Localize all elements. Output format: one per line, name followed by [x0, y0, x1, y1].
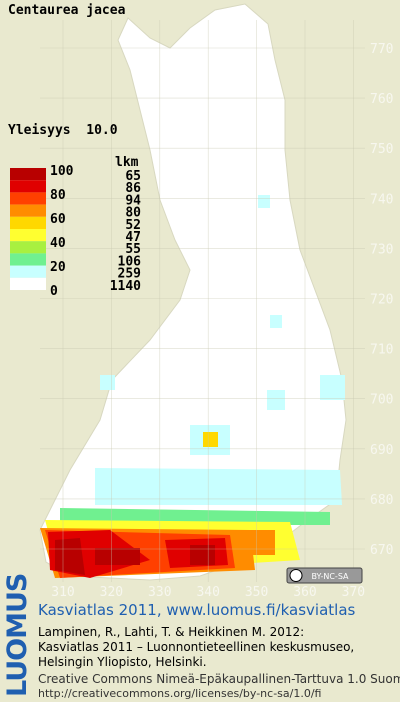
legend-swatch — [10, 253, 46, 266]
legend-swatch — [10, 168, 46, 181]
legend-swatch — [10, 204, 46, 217]
brand: LUOMUS — [2, 573, 33, 697]
grid: 770 760 750 740 730 720 710 700 690 680 670 310 320 3… — [40, 20, 393, 600]
footer-heading: Kasviatlas 2011, www.luomus.fi/kasviatla… — [38, 601, 356, 619]
map-title: Centaurea jacea — [8, 3, 126, 18]
grid-label: 750 — [370, 142, 393, 157]
count-header: lkm — [115, 155, 139, 170]
count: 55 — [125, 242, 141, 257]
citation-line: Helsingin Yliopisto, Helsinki. — [38, 655, 207, 669]
legend-swatch — [10, 192, 46, 205]
legend-swatch — [10, 277, 46, 290]
license-line: http://creativecommons.org/licenses/by-n… — [38, 687, 322, 700]
grid-label: 680 — [370, 493, 393, 508]
grid-label: 710 — [370, 343, 393, 358]
grid-label: 370 — [342, 585, 365, 600]
scale-label: 60 — [50, 212, 66, 227]
grid-label: 740 — [370, 192, 393, 207]
frequency-label: Yleisyys 10.0 — [8, 123, 118, 138]
count: 47 — [125, 230, 141, 245]
count: 86 — [125, 181, 141, 196]
grid-label: 330 — [148, 585, 171, 600]
distribution — [40, 195, 345, 578]
grid-label: 310 — [51, 585, 74, 600]
scale-label: 0 — [50, 284, 58, 299]
count: 94 — [125, 193, 141, 208]
citation-line: Kasviatlas 2011 – Luonnontieteellinen ke… — [38, 640, 355, 654]
legend-swatch — [10, 265, 46, 278]
count: 52 — [125, 218, 141, 233]
scale-label: 100 — [50, 164, 74, 179]
grid-label: 770 — [370, 42, 393, 57]
scale-label: 20 — [50, 260, 66, 275]
legend-swatch — [10, 180, 46, 193]
map: 770 760 750 740 730 720 710 700 690 680 670 310 320 3… — [8, 3, 393, 600]
grid-label: 360 — [293, 585, 316, 600]
legend-swatch — [10, 229, 46, 242]
legend-swatch — [10, 216, 46, 229]
count: 259 — [118, 267, 141, 282]
grid-label: 700 — [370, 393, 393, 408]
grid-label: 670 — [370, 543, 393, 558]
scale-label: 40 — [50, 236, 66, 251]
legend-swatch — [10, 241, 46, 254]
count: 1140 — [110, 279, 141, 294]
license-badge-text: BY-NC-SA — [311, 572, 349, 581]
grid-label: 320 — [100, 585, 123, 600]
scale-label: 80 — [50, 188, 66, 203]
license-line: Creative Commons Nimeä-Epäkaupallinen-Ta… — [38, 672, 400, 686]
grid-label: 730 — [370, 242, 393, 257]
grid-label: 720 — [370, 293, 393, 308]
grid-label: 760 — [370, 92, 393, 107]
grid-label: 340 — [196, 585, 219, 600]
count: 65 — [125, 169, 141, 184]
count: 106 — [118, 254, 142, 269]
count: 80 — [125, 206, 141, 221]
citation-line: Lampinen, R., Lahti, T. & Heikkinen M. 2… — [38, 625, 305, 639]
license-badge: BY-NC-SA — [286, 567, 363, 584]
grid-label: 690 — [370, 443, 393, 458]
grid-label: 350 — [245, 585, 268, 600]
